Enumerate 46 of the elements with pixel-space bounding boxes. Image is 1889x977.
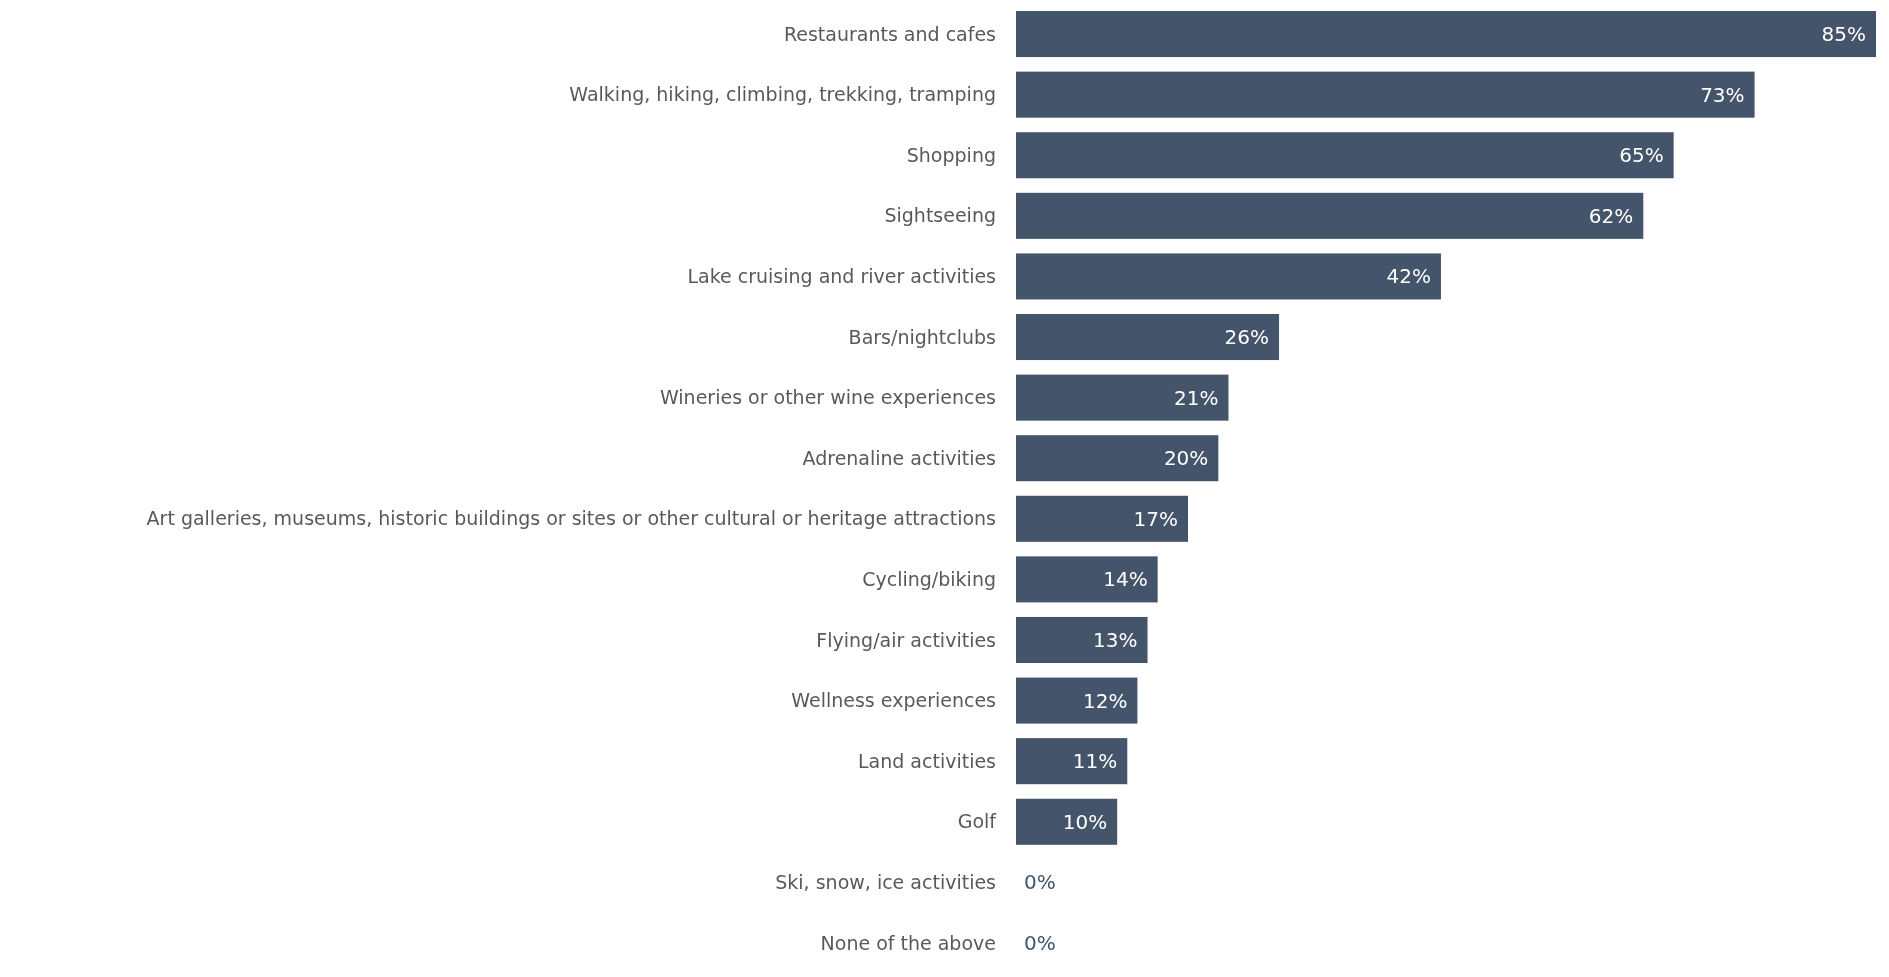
bar xyxy=(1016,738,1128,785)
y-tick-label: Flying/air activities xyxy=(816,628,996,651)
data-label: 11% xyxy=(1072,749,1118,774)
bar xyxy=(1016,313,1280,361)
bar xyxy=(1016,556,1158,603)
bar xyxy=(1016,495,1188,542)
bar xyxy=(1016,374,1229,421)
y-tick-label: Bars/nightclubs xyxy=(848,325,996,348)
bar xyxy=(1016,253,1441,300)
data-label: 26% xyxy=(1224,325,1270,350)
data-label: 85% xyxy=(1821,22,1866,47)
y-tick-label: Art galleries, museums, historic buildings or sites or other cultural or heritage attractions xyxy=(146,507,996,530)
bar xyxy=(1016,798,1118,845)
bar xyxy=(1016,71,1755,118)
data-label: 0% xyxy=(1024,930,1056,955)
y-tick-label: Wineries or other wine experiences xyxy=(659,386,996,409)
data-label: 10% xyxy=(1062,809,1108,834)
y-tick-label: Shopping xyxy=(906,143,996,166)
bar xyxy=(1016,192,1644,239)
y-tick-label: Lake cruising and river activities xyxy=(687,265,996,288)
y-tick-label: None of the above xyxy=(820,931,996,954)
bar xyxy=(1016,132,1674,179)
y-tick-label: Land activities xyxy=(857,749,996,772)
bar xyxy=(1016,435,1219,482)
bar xyxy=(1016,11,1876,58)
y-tick-label: Ski, snow, ice activities xyxy=(775,871,996,893)
data-label: 42% xyxy=(1386,264,1431,289)
y-tick-label: Adrenaline activities xyxy=(802,446,996,469)
y-tick-label: Golf xyxy=(957,810,998,833)
data-label: 17% xyxy=(1133,506,1178,531)
data-label: 65% xyxy=(1619,143,1664,168)
data-label: 62% xyxy=(1588,203,1634,228)
y-tick-label: Sightseeing xyxy=(884,204,996,227)
y-tick-label: Walking, hiking, climbing, trekking, tramping xyxy=(569,83,996,106)
data-label: 13% xyxy=(1093,627,1138,652)
data-label: 14% xyxy=(1103,567,1148,592)
y-tick-label: Cycling/biking xyxy=(862,568,996,591)
data-label: 12% xyxy=(1082,688,1128,713)
data-label: 0% xyxy=(1024,870,1056,895)
y-tick-label: Wellness experiences xyxy=(791,689,996,712)
bar xyxy=(1016,616,1148,664)
bar xyxy=(1016,677,1138,724)
data-label: 73% xyxy=(1700,82,1745,107)
data-label: 20% xyxy=(1163,446,1209,471)
data-label: 21% xyxy=(1174,385,1219,410)
y-tick-label: Restaurants and cafes xyxy=(783,22,996,45)
